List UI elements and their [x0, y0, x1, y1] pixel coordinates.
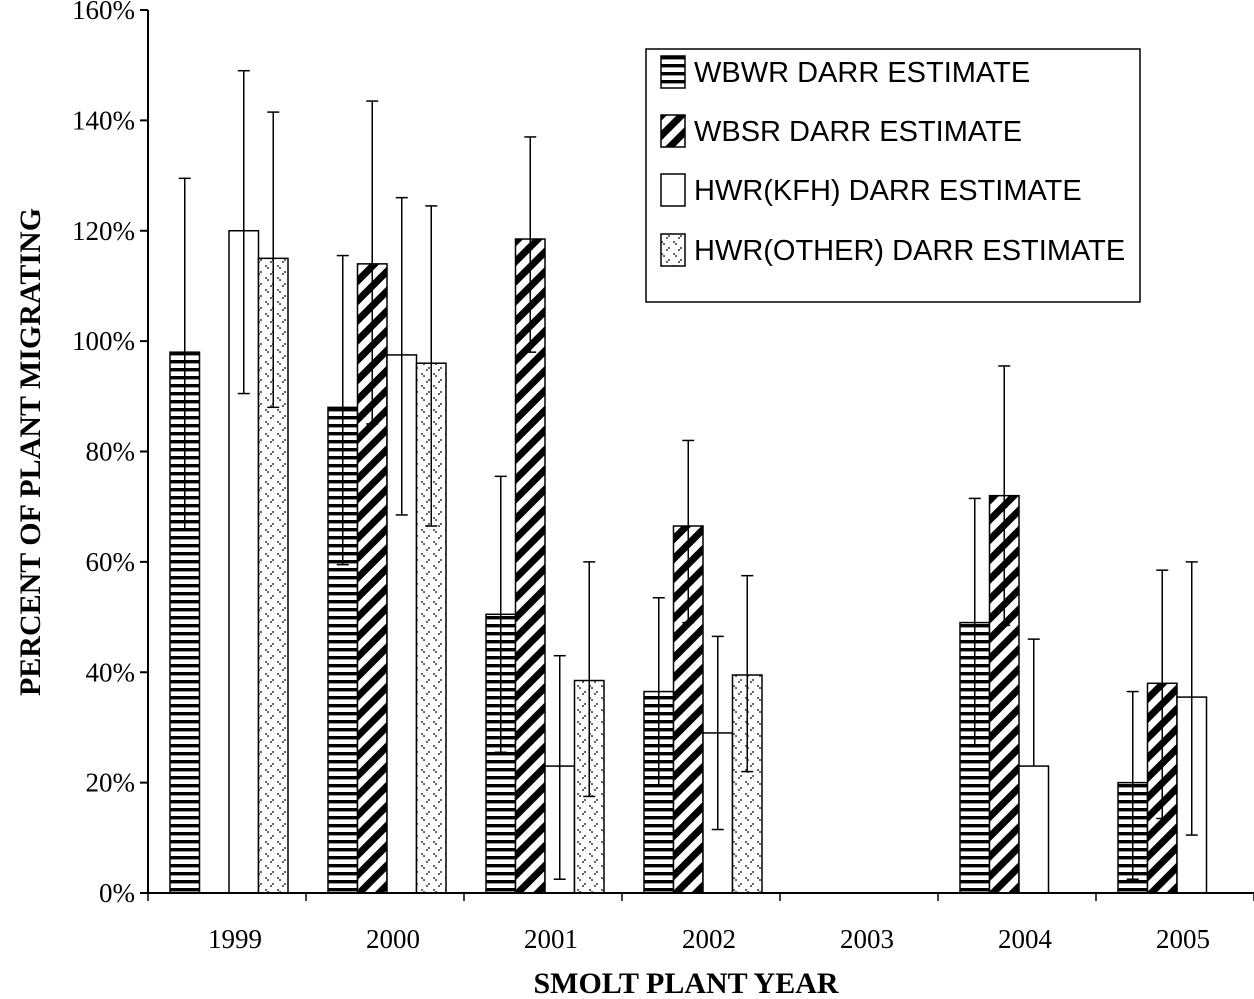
y-tick-label: 120%	[72, 216, 135, 246]
x-tick-label: 2005	[1156, 924, 1210, 954]
x-tick-label: 2000	[366, 924, 420, 954]
y-axis-title: PERCENT OF PLANT MIGRATING	[14, 208, 47, 696]
y-tick-label: 160%	[72, 0, 135, 25]
x-tick-label: 2004	[998, 924, 1053, 954]
y-axis-ticks: 0% 20% 40% 60% 80% 100% 120% 140% 160%	[72, 0, 148, 908]
legend-label: WBWR DARR ESTIMATE	[694, 57, 1030, 89]
legend-label: WBSR DARR ESTIMATE	[694, 116, 1022, 148]
x-tick-label: 2003	[840, 924, 894, 954]
legend-swatch	[660, 233, 686, 267]
plot-area	[169, 69, 1208, 894]
y-tick-label: 100%	[72, 326, 135, 356]
y-tick-label: 0%	[99, 878, 135, 908]
y-tick-label: 80%	[86, 437, 136, 467]
x-tick-label: 1999	[208, 924, 262, 954]
legend: WBWR DARR ESTIMATE WBSR DARR ESTIMATE HWR(…	[645, 48, 1141, 303]
legend-label: HWR(OTHER) DARR ESTIMATE	[694, 235, 1125, 267]
legend-label: HWR(KFH) DARR ESTIMATE	[694, 175, 1082, 207]
bar	[1018, 765, 1050, 894]
x-axis-title: SMOLT PLANT YEAR	[533, 967, 838, 999]
legend-swatch	[660, 114, 686, 148]
legend-box	[645, 48, 1141, 303]
y-tick-label: 40%	[86, 657, 136, 687]
y-tick-label: 60%	[86, 547, 136, 577]
y-tick-label: 20%	[86, 768, 136, 798]
y-tick-label: 140%	[72, 105, 135, 135]
legend-swatch	[660, 173, 686, 207]
x-tick-label: 2001	[524, 924, 578, 954]
x-tick-label: 2002	[682, 924, 736, 954]
legend-swatch	[660, 55, 686, 89]
x-axis-ticks: 1999 2000 2001 2002 2003 2004 2005	[147, 893, 1254, 954]
